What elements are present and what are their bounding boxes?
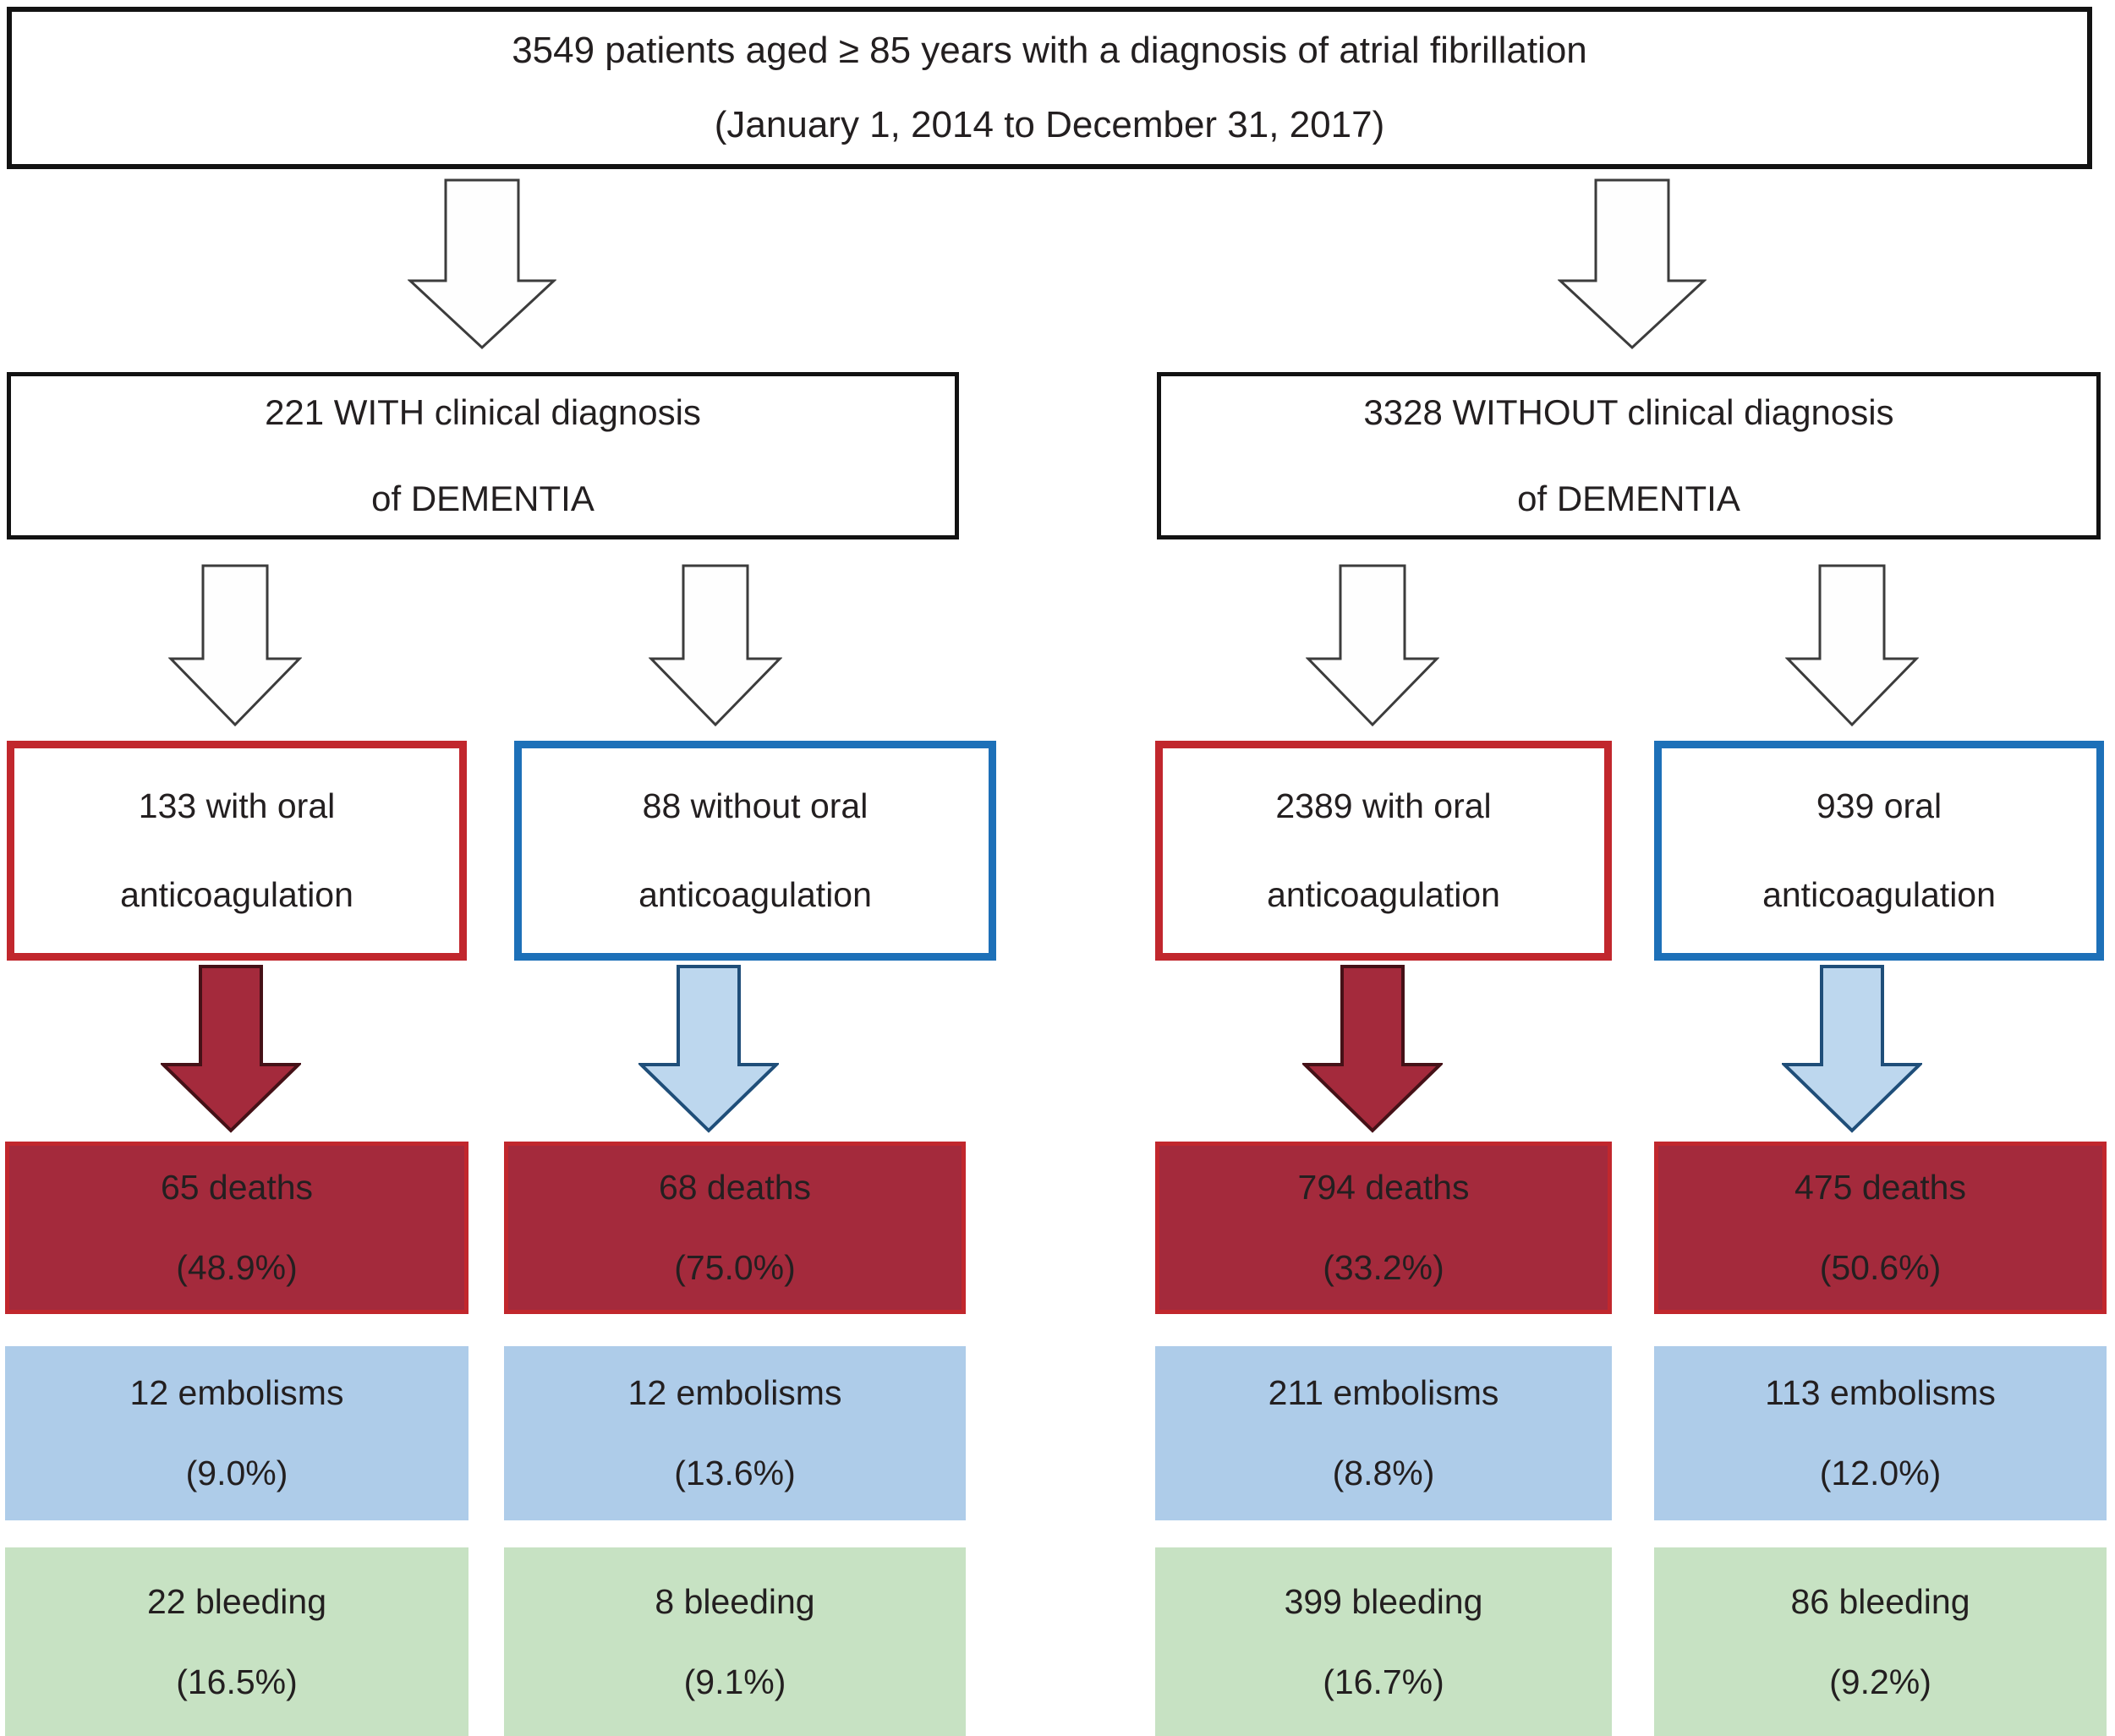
down-arrow-outline-icon — [1785, 564, 1919, 727]
down-arrow-blue-icon — [638, 965, 779, 1133]
treatment-line2: anticoagulation — [1267, 875, 1500, 914]
embolisms-count: 12 embolisms — [627, 1373, 842, 1412]
deaths-box: 68 deaths (75.0%) — [504, 1142, 966, 1314]
treatment-box-no-oac: 939 oral anticoagulation — [1654, 741, 2104, 961]
deaths-count: 475 deaths — [1794, 1168, 1966, 1207]
cohort-box: 3549 patients aged ≥ 85 years with a dia… — [7, 7, 2092, 169]
treatment-line1: 88 without oral — [642, 786, 868, 825]
deaths-box: 65 deaths (48.9%) — [5, 1142, 468, 1314]
deaths-box: 794 deaths (33.2%) — [1155, 1142, 1612, 1314]
bleeding-count: 399 bleeding — [1284, 1581, 1483, 1621]
embolisms-box: 12 embolisms (9.0%) — [5, 1346, 468, 1520]
embolisms-box: 12 embolisms (13.6%) — [504, 1346, 966, 1520]
down-arrow-outline-icon — [1558, 178, 1707, 350]
down-arrow-blue-icon — [1782, 965, 1922, 1133]
embolisms-percent: (12.0%) — [1819, 1454, 1942, 1492]
branch-line1: 3328 WITHOUT clinical diagnosis — [1363, 392, 1894, 432]
branch-box-with-dementia: 221 WITH clinical diagnosis of DEMENTIA — [7, 372, 959, 539]
treatment-box-oac: 133 with oral anticoagulation — [7, 741, 467, 961]
treatment-line2: anticoagulation — [120, 875, 353, 914]
cohort-line1: 3549 patients aged ≥ 85 years with a dia… — [512, 30, 1587, 71]
treatment-box-no-oac: 88 without oral anticoagulation — [514, 741, 996, 961]
embolisms-percent: (8.8%) — [1332, 1454, 1435, 1492]
treatment-line1: 2389 with oral — [1275, 786, 1492, 825]
down-arrow-outline-icon — [1306, 564, 1439, 727]
embolisms-percent: (13.6%) — [674, 1454, 796, 1492]
deaths-percent: (75.0%) — [674, 1248, 796, 1287]
bleeding-box: 8 bleeding (9.1%) — [504, 1547, 966, 1736]
bleeding-count: 22 bleeding — [146, 1581, 327, 1621]
embolisms-count: 12 embolisms — [129, 1373, 344, 1412]
deaths-percent: (48.9%) — [176, 1248, 298, 1287]
treatment-line2: anticoagulation — [1762, 875, 1996, 914]
deaths-count: 68 deaths — [658, 1168, 812, 1207]
deaths-percent: (33.2%) — [1323, 1248, 1444, 1287]
embolisms-count: 113 embolisms — [1765, 1373, 1996, 1412]
deaths-box: 475 deaths (50.6%) — [1654, 1142, 2107, 1314]
bleeding-percent: (16.7%) — [1323, 1662, 1444, 1701]
treatment-line1: 133 with oral — [138, 786, 336, 825]
down-arrow-red-icon — [161, 965, 301, 1133]
embolisms-percent: (9.0%) — [185, 1454, 288, 1492]
deaths-percent: (50.6%) — [1819, 1248, 1942, 1287]
cohort-line2: (January 1, 2014 to December 31, 2017) — [714, 104, 1385, 145]
bleeding-percent: (9.1%) — [683, 1662, 786, 1701]
down-arrow-outline-icon — [649, 564, 782, 727]
embolisms-count: 211 embolisms — [1268, 1373, 1499, 1412]
bleeding-count: 8 bleeding — [655, 1581, 815, 1621]
bleeding-box: 86 bleeding (9.2%) — [1654, 1547, 2107, 1736]
treatment-box-oac: 2389 with oral anticoagulation — [1155, 741, 1612, 961]
branch-line1: 221 WITH clinical diagnosis — [265, 392, 701, 432]
bleeding-percent: (9.2%) — [1829, 1662, 1931, 1701]
embolisms-box: 113 embolisms (12.0%) — [1654, 1346, 2107, 1520]
bleeding-box: 22 bleeding (16.5%) — [5, 1547, 468, 1736]
bleeding-box: 399 bleeding (16.7%) — [1155, 1547, 1612, 1736]
bleeding-count: 86 bleeding — [1790, 1581, 1970, 1621]
down-arrow-outline-icon — [168, 564, 302, 727]
branch-line2: of DEMENTIA — [371, 479, 595, 518]
branch-box-without-dementia: 3328 WITHOUT clinical diagnosis of DEMEN… — [1157, 372, 2101, 539]
treatment-line1: 939 oral — [1816, 786, 1942, 825]
deaths-count: 794 deaths — [1297, 1168, 1470, 1207]
embolisms-box: 211 embolisms (8.8%) — [1155, 1346, 1612, 1520]
down-arrow-outline-icon — [408, 178, 556, 350]
down-arrow-red-icon — [1302, 965, 1443, 1133]
deaths-count: 65 deaths — [160, 1168, 314, 1207]
bleeding-percent: (16.5%) — [176, 1662, 298, 1701]
branch-line2: of DEMENTIA — [1517, 479, 1740, 518]
treatment-line2: anticoagulation — [638, 875, 872, 914]
